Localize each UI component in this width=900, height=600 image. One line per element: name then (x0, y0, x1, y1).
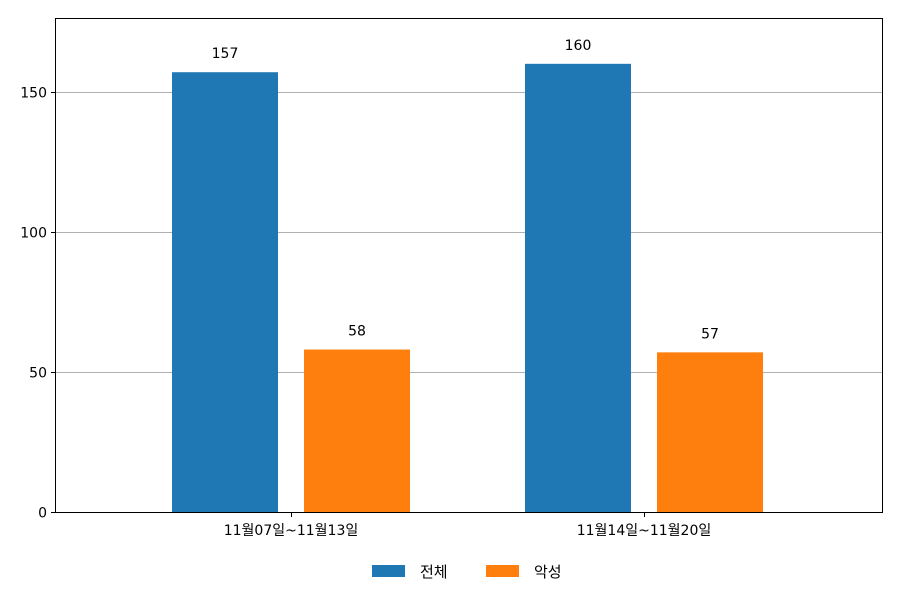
y-tick-label: 0 (38, 506, 47, 522)
x-axis: 11월07일~11월13일 11월14일~11월20일 (224, 512, 712, 539)
data-label: 160 (565, 38, 592, 54)
data-label: 157 (212, 46, 239, 62)
bars (172, 63, 763, 513)
data-labels: 157 58 160 57 (212, 38, 719, 343)
y-tick-label: 150 (20, 86, 47, 102)
bar (525, 63, 631, 513)
legend-swatch (372, 565, 405, 577)
data-label: 57 (701, 326, 719, 342)
y-tick-label: 100 (20, 226, 47, 242)
y-axis: 0 50 100 150 (20, 86, 56, 522)
x-tick-label: 11월07일~11월13일 (224, 523, 359, 539)
y-tick-label: 50 (29, 366, 47, 382)
bar (657, 352, 763, 512)
legend: 전체 악성 (372, 563, 562, 581)
plot-frame (55, 18, 883, 513)
bar (304, 349, 410, 512)
data-label: 58 (348, 324, 366, 340)
x-tick-label: 11월14일~11월20일 (577, 523, 712, 539)
legend-label: 전체 (420, 563, 448, 581)
bar (172, 72, 278, 512)
legend-swatch (486, 565, 519, 577)
legend-label: 악성 (534, 563, 562, 581)
